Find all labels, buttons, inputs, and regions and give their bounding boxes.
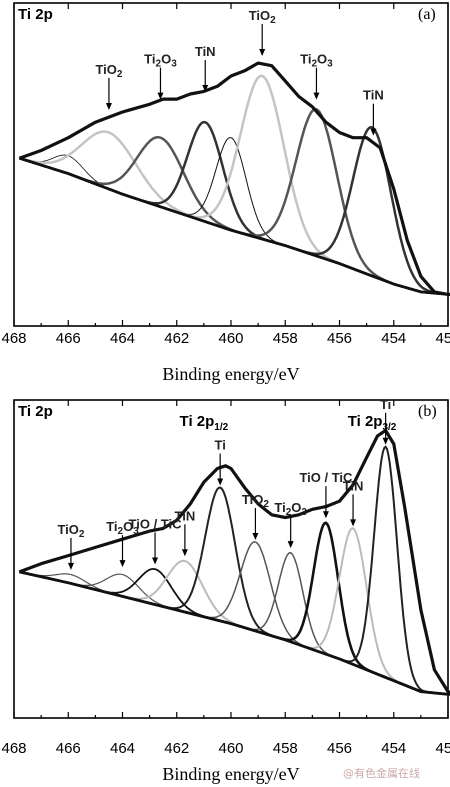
x-tick-label: 454 [381,740,406,757]
peak-label: TiN [363,88,384,103]
peak-label: TiN [195,44,216,59]
x-tick-label: 456 [327,740,352,757]
peak-label: TiN [343,478,364,493]
envelope-curve [18,61,450,296]
x-tick-label: 456 [327,330,352,347]
component-peak [19,521,442,695]
arrow-head [202,84,209,92]
peak-label: TiN [175,508,196,523]
x-tick-label: 466 [56,740,81,757]
peak-label: Ti2O3 [106,519,139,537]
peak-label: TiO / TiC [129,516,183,531]
component-peak [19,125,442,295]
component-peak [19,137,442,295]
x-tick-label: 468 [1,330,26,347]
arrow-head [252,532,259,540]
arrow-head [382,437,389,445]
component-peak [19,74,442,296]
x-tick-label: 452 [435,740,450,757]
arrow-head [370,128,377,136]
region-label: Ti 2p1/2 [180,413,229,433]
panel-title: Ti 2p [18,6,53,23]
peak-label: TiO2 [57,522,84,540]
x-tick-label: 466 [56,330,81,347]
arrow-head [217,478,224,486]
peak-label: TiO2 [95,62,122,80]
component-peak [19,130,442,296]
peak-label: Ti2O3 [300,52,333,70]
arrow-head [119,560,126,568]
arrow-head [322,511,329,519]
plot-frame [13,399,449,719]
peak-label: Ti [214,438,225,453]
arrow-head [152,557,159,565]
arrow-head [157,92,164,100]
peak-label: TiO / TiC [299,470,353,485]
x-tick-label: 458 [273,330,298,347]
peak-label: Ti [380,397,391,412]
background-line [18,156,450,296]
x-tick-label: 468 [1,740,26,757]
component-peak [19,486,442,695]
peak-label: Ti2O3 [144,52,177,70]
x-tick-label: 460 [218,740,243,757]
x-axis-label: Binding energy/eV [162,364,299,384]
x-tick-label: 464 [110,740,135,757]
component-peak [19,445,442,695]
arrow-head [350,519,357,527]
envelope-curve [18,428,450,695]
component-peak [19,135,442,296]
peak-label: TiO2 [249,8,276,26]
x-tick-label: 462 [164,330,189,347]
component-peak [19,527,442,695]
arrow-head [313,92,320,100]
arrow-head [105,102,112,110]
x-tick-label: 454 [381,330,406,347]
x-tick-label: 464 [110,330,135,347]
arrow-head [259,48,266,56]
panel-label: (a) [418,6,436,23]
component-peak [19,541,442,695]
arrow-head [181,549,188,557]
peak-label: TiO2 [242,492,269,510]
watermark: @有色金属在线 [343,767,420,780]
arrow-head [67,562,74,570]
x-tick-label: 458 [273,740,298,757]
x-tick-label: 452 [435,330,450,347]
arrow-head [287,541,294,549]
plot-frame [13,2,449,327]
background-line [19,570,450,696]
panel-label: (b) [418,403,437,420]
region-label: Ti 2p3/2 [348,413,397,433]
x-axis-label: Binding energy/eV [162,764,299,784]
x-tick-label: 460 [218,330,243,347]
x-tick-label: 462 [164,740,189,757]
peak-label: Ti2O3 [274,500,307,518]
panel-title: Ti 2p [18,403,53,420]
